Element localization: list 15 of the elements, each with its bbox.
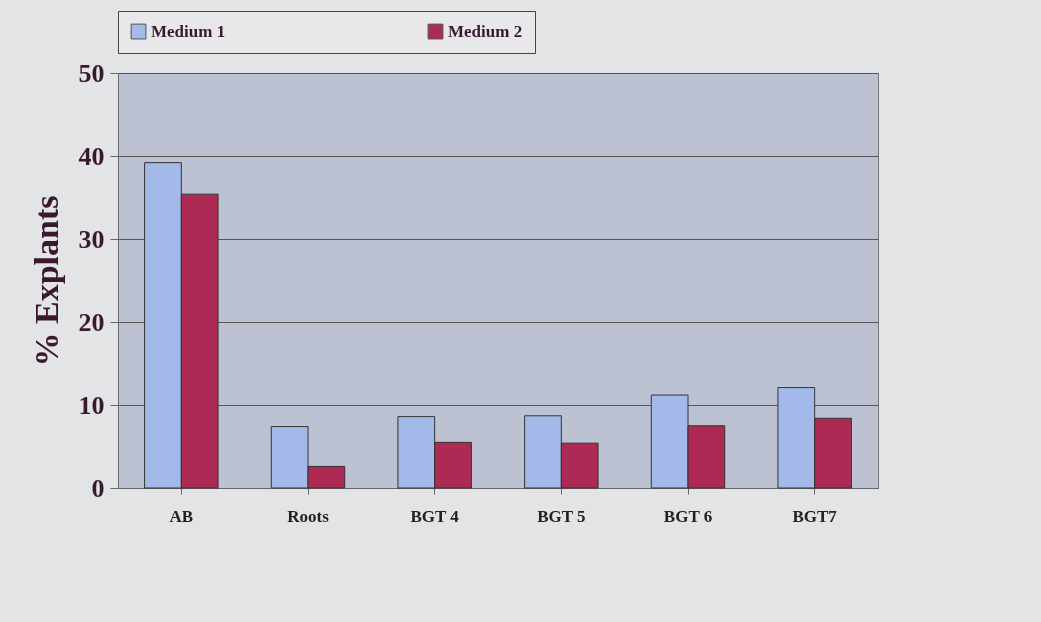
y-tick-label: 30	[78, 224, 105, 254]
x-tick-label: BGT7	[792, 506, 838, 526]
y-axis-title: % Explants	[27, 195, 65, 367]
x-tick-label: AB	[169, 506, 194, 526]
x-tick-label: BGT 4	[410, 506, 460, 526]
legend-label: Medium 1	[151, 21, 226, 41]
y-tick-label: 0	[91, 473, 105, 503]
x-tick-label: BGT 5	[537, 506, 586, 526]
y-tick-label: 50	[78, 58, 105, 88]
y-tick-label: 10	[78, 390, 105, 420]
y-tick-label: 40	[78, 141, 105, 171]
x-tick-label: Roots	[287, 506, 330, 526]
x-tick-label: BGT 6	[663, 506, 713, 526]
y-tick-label: 20	[78, 307, 105, 337]
legend-label: Medium 2	[448, 21, 523, 41]
